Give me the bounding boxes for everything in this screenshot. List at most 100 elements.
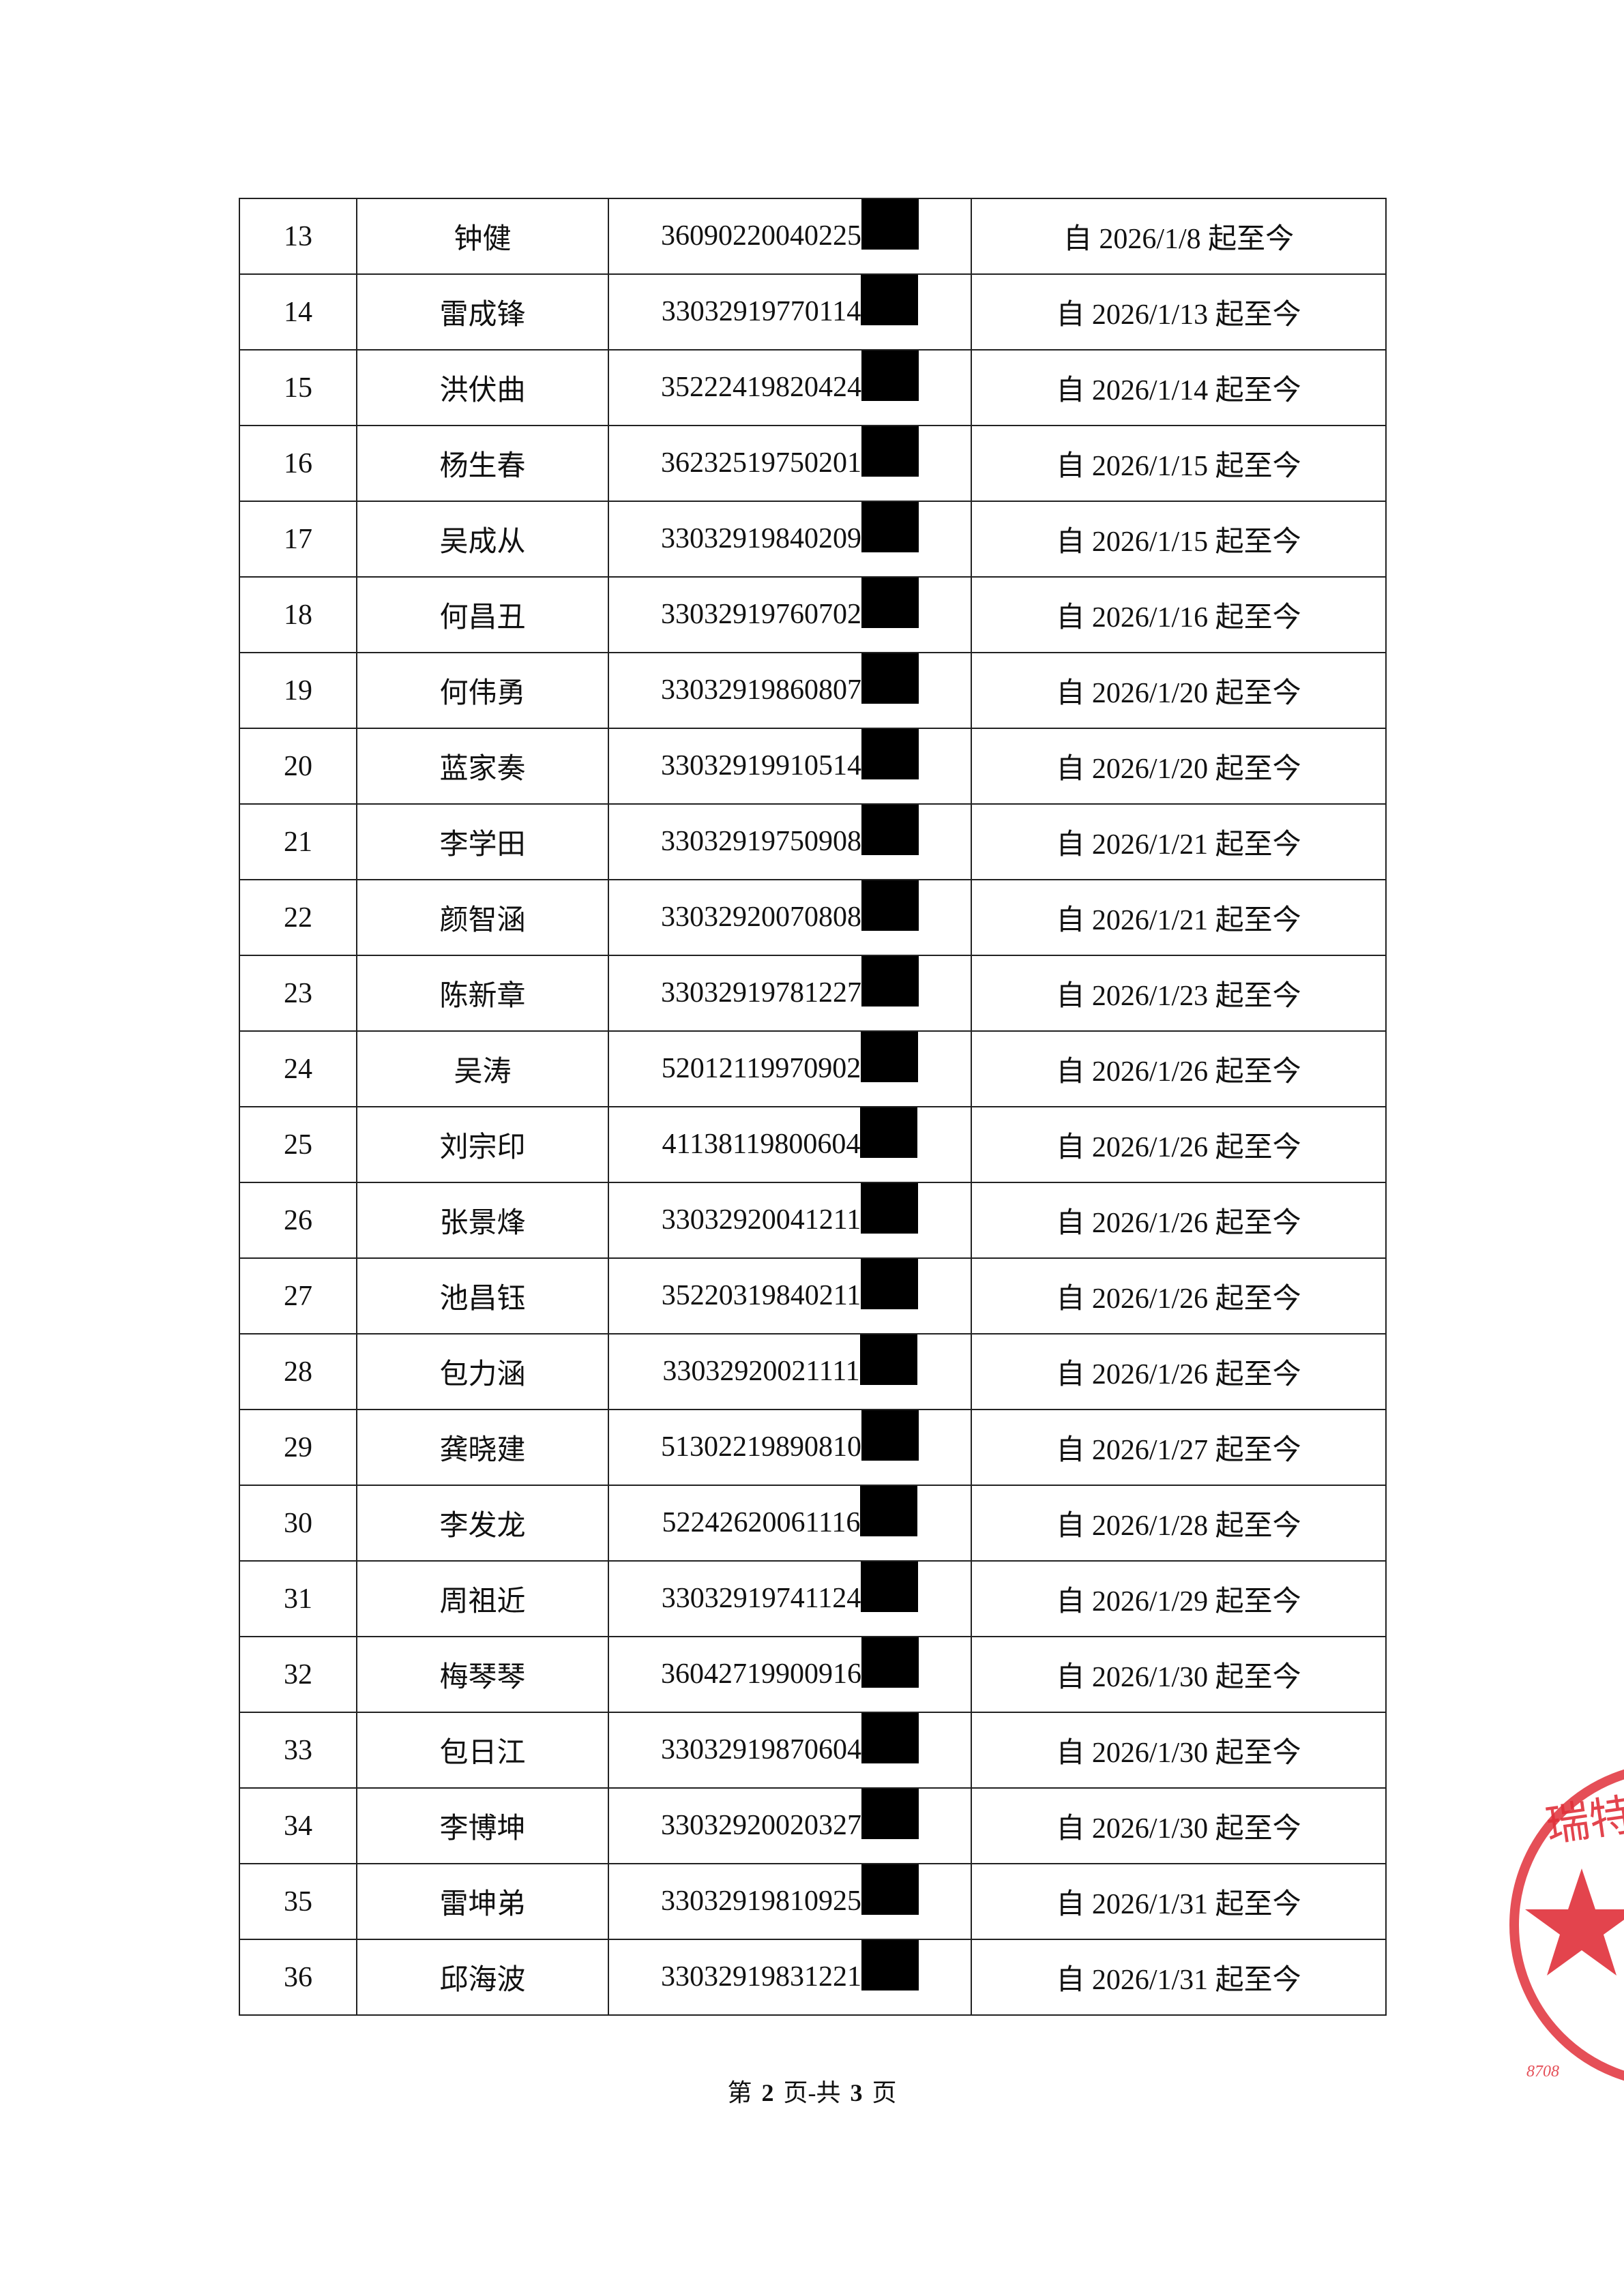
id-cell: 33032919831221 [609,1940,971,2014]
id-cell: 33032919810925 [609,1864,971,1939]
id-number: 51302219890810 [661,1431,861,1463]
table-row: 36 邱海波 33032919831221 自 2026/1/31 起至今 [239,1939,1387,2016]
period: 自 2026/1/16 起至今 [1056,602,1301,633]
table-cell: 自 2026/1/21 起至今 [971,879,1387,956]
table-cell: 自 2026/1/26 起至今 [971,1333,1387,1410]
table-cell: 杨生春 [356,425,609,502]
period: 自 2026/1/21 起至今 [1056,829,1301,861]
id-number: 52242620061116 [662,1507,861,1538]
footer-text: 第 [727,2079,752,2106]
table-cell: 33032919910514 [608,728,972,805]
redaction-box [860,1486,918,1536]
row-number: 17 [284,523,312,555]
table-cell: 自 2026/1/14 起至今 [971,349,1387,426]
table-row: 18 何昌丑 33032919760702 自 2026/1/16 起至今 [239,576,1387,653]
person-name: 洪伏曲 [439,375,526,406]
period: 自 2026/1/30 起至今 [1056,1738,1301,1769]
person-name: 雷成锋 [439,299,526,331]
id-cell: 33032919750908 [609,805,971,879]
table-cell: 自 2026/1/31 起至今 [971,1863,1387,1940]
id-number: 33032919741124 [661,1583,861,1614]
table-cell: 25 [239,1106,357,1183]
id-number: 33032919831221 [661,1961,861,1993]
person-name: 包力涵 [439,1359,526,1390]
table-row: 13 钟健 36090220040225 自 2026/1/8 起至今 [239,198,1387,275]
period: 自 2026/1/20 起至今 [1056,754,1301,785]
table-cell: 19 [239,652,357,729]
redaction-box [861,199,919,250]
table-cell: 36232519750201 [608,425,972,502]
table-row: 24 吴涛 52012119970902 自 2026/1/26 起至今 [239,1030,1387,1107]
id-number: 33032919750908 [661,826,861,857]
id-cell: 33032920070808 [609,880,971,955]
period: 自 2026/1/23 起至今 [1056,981,1301,1012]
page-number: 2 [761,2079,774,2106]
table-cell: 33032920020327 [608,1787,972,1864]
table-cell: 51302219890810 [608,1409,972,1486]
redaction-box [861,578,919,628]
id-number: 52012119970902 [661,1053,861,1084]
row-number: 13 [284,220,312,252]
table-cell: 自 2026/1/30 起至今 [971,1712,1387,1789]
redaction-box [861,1410,919,1461]
id-number: 33032919760702 [661,599,861,630]
person-name: 李发龙 [439,1510,526,1542]
table-cell: 35 [239,1863,357,1940]
table-cell: 自 2026/1/26 起至今 [971,1030,1387,1107]
redaction-box [861,1940,919,1991]
table-cell: 包力涵 [356,1333,609,1410]
table-cell: 33032919770114 [608,273,972,351]
table-cell: 自 2026/1/15 起至今 [971,425,1387,502]
person-name: 刘宗印 [439,1132,526,1163]
staff-table: 13 钟健 36090220040225 自 2026/1/8 起至今 14 雷成锋 330… [239,198,1387,2016]
table-cell: 13 [239,198,357,275]
person-name: 邱海波 [439,1965,526,1996]
redaction-box [860,1107,918,1158]
person-name: 李博坤 [439,1813,526,1845]
table-row: 16 杨生春 36232519750201 自 2026/1/15 起至今 [239,425,1387,502]
period: 自 2026/1/8 起至今 [1063,224,1295,255]
table-cell: 自 2026/1/31 起至今 [971,1939,1387,2016]
id-number: 36042719900916 [661,1658,861,1690]
person-name: 颜智涵 [439,905,526,936]
period: 自 2026/1/21 起至今 [1056,905,1301,936]
table-cell: 33032920070808 [608,879,972,956]
id-cell: 33032919870604 [609,1713,971,1787]
table-row: 28 包力涵 33032920021111 自 2026/1/26 起至今 [239,1333,1387,1410]
redaction-box [861,1183,919,1234]
id-cell: 41138119800604 [609,1107,971,1182]
table-row: 17 吴成从 33032919840209 自 2026/1/15 起至今 [239,501,1387,578]
id-cell: 51302219890810 [609,1410,971,1485]
table-cell: 33 [239,1712,357,1789]
table-cell: 邱海波 [356,1939,609,2016]
table-cell: 33032919750908 [608,803,972,880]
table-cell: 15 [239,349,357,426]
table-cell: 18 [239,576,357,653]
table-cell: 吴成从 [356,501,609,578]
table-row: 19 何伟勇 33032919860807 自 2026/1/20 起至今 [239,652,1387,729]
table-cell: 33032919781227 [608,955,972,1032]
id-cell: 35220319840211 [609,1259,971,1333]
table-cell: 34 [239,1787,357,1864]
table-cell: 自 2026/1/23 起至今 [971,955,1387,1032]
period: 自 2026/1/30 起至今 [1056,1813,1301,1845]
person-name: 何伟勇 [439,678,526,709]
table-cell: 33032919760702 [608,576,972,653]
row-number: 21 [284,826,312,858]
table-cell: 21 [239,803,357,880]
table-cell: 李发龙 [356,1485,609,1562]
person-name: 梅琴琴 [439,1662,526,1693]
period: 自 2026/1/13 起至今 [1056,299,1301,331]
row-number: 22 [284,901,312,934]
row-number: 19 [284,674,312,706]
id-cell: 36090220040225 [609,199,971,273]
table-cell: 30 [239,1485,357,1562]
table-cell: 28 [239,1333,357,1410]
table-row: 26 张景烽 33032920041211 自 2026/1/26 起至今 [239,1182,1387,1259]
table-cell: 31 [239,1560,357,1637]
table-row: 30 李发龙 52242620061116 自 2026/1/28 起至今 [239,1485,1387,1562]
person-name: 池昌钰 [439,1283,526,1315]
row-number: 14 [284,296,312,328]
id-cell: 33032920020327 [609,1789,971,1863]
table-cell: 29 [239,1409,357,1486]
